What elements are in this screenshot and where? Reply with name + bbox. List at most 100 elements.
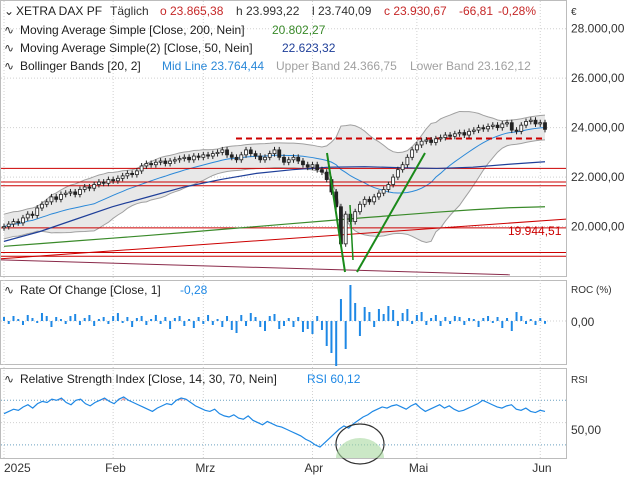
candle-body [73, 191, 78, 195]
candle-body [68, 191, 73, 194]
candle-body [467, 130, 471, 136]
roc-bar [344, 321, 347, 349]
bb-legend-label[interactable]: Bollinger Bands [20, 2] [20, 59, 141, 73]
long-term-falling-line [0, 259, 511, 276]
candle-body [481, 127, 486, 130]
roc-bar [45, 316, 48, 321]
candle-body [272, 149, 277, 155]
candle-body [97, 181, 101, 185]
candle-body [310, 164, 315, 168]
candle-body [462, 132, 467, 136]
roc-legend-label[interactable]: Rate Of Change [Close, 1] [20, 283, 161, 297]
candle-body [78, 189, 82, 195]
roc-bar [88, 315, 91, 321]
candle-body [87, 186, 92, 189]
candle-body [6, 223, 11, 227]
roc-bar [93, 321, 96, 326]
roc-bar [131, 321, 134, 327]
candle-body [248, 149, 253, 155]
roc-bar [145, 321, 148, 325]
ma200-line-icon: ∿ [4, 23, 14, 37]
x-tick-label: Mai [409, 461, 428, 475]
candle-body [509, 122, 514, 131]
roc-bar [472, 319, 475, 321]
roc-zero-tick: 0,00 [571, 315, 595, 329]
candle-body [168, 160, 172, 164]
ma50-legend-label[interactable]: Moving Average Simple(2) [Close, 50, Nei… [20, 41, 253, 55]
roc-bar [273, 314, 276, 321]
roc-bar [301, 321, 304, 332]
price-panel-frame [0, 0, 567, 277]
candle-body [191, 155, 196, 161]
candle-body [196, 155, 201, 158]
trend-lines [326, 152, 426, 273]
roc-bar [510, 321, 513, 331]
roc-bar [69, 316, 72, 321]
roc-bar [12, 316, 15, 321]
candle-body [206, 154, 210, 157]
candle-body [362, 198, 367, 205]
currency-symbol: € [571, 7, 577, 18]
candle-body [267, 153, 272, 158]
roc-bar [188, 319, 191, 321]
roc-bar [26, 315, 29, 321]
collapse-chevron-icon[interactable]: ⌄ [4, 4, 14, 18]
roc-bar [529, 319, 532, 321]
candle-body [187, 156, 191, 161]
roc-bar [363, 307, 366, 321]
roc-bar [401, 313, 404, 321]
rsi-circle-fill [336, 438, 384, 458]
x-tick-label: Jun [532, 461, 551, 475]
roc-bar [97, 319, 100, 321]
candle-body [2, 226, 6, 229]
roc-bar [249, 313, 252, 321]
roc-bar [169, 321, 172, 329]
roc-bar [159, 321, 162, 324]
candle-body [543, 122, 547, 130]
roc-bar [349, 285, 352, 321]
roc-bars [1, 285, 566, 366]
roc-bar [268, 316, 271, 321]
candle-body [320, 169, 324, 173]
roc-bar [31, 318, 34, 321]
roc-bar [59, 319, 62, 321]
roc-bar [306, 321, 309, 329]
candle-body [149, 163, 154, 166]
roc-bar [406, 309, 409, 321]
roc-bar [311, 321, 314, 334]
x-tick-label: 2025 [4, 461, 31, 475]
roc-bar [382, 314, 385, 321]
candle-body [377, 192, 381, 198]
roc-bar [7, 321, 10, 324]
candle-body [253, 153, 258, 157]
candle-body [405, 156, 410, 166]
candle-body [234, 156, 239, 161]
symbol-name[interactable]: XETRA DAX PF [16, 4, 102, 18]
roc-bar [297, 317, 300, 321]
candle-body [172, 159, 177, 162]
roc-bar [107, 321, 110, 324]
bb-lower-value: Lower Band 23.162,12 [410, 59, 531, 73]
roc-bar [325, 321, 328, 346]
rsi-line-icon: ∿ [4, 372, 14, 386]
roc-bar [254, 317, 257, 321]
candle-body [40, 203, 44, 209]
rsi-legend-label[interactable]: Relative Strength Index [Close, 14, 30, … [20, 372, 277, 386]
candle-body [324, 171, 329, 180]
roc-bar [3, 317, 5, 321]
roc-bar [202, 321, 205, 324]
roc-bar [55, 317, 58, 321]
roc-bar [430, 318, 433, 321]
roc-panel-frame [0, 280, 567, 365]
roc-bar [377, 309, 380, 321]
candle-body [229, 154, 234, 158]
roc-bar [259, 321, 262, 327]
y-tick-label: 26.000,00 [571, 71, 625, 85]
down-trendline [326, 152, 346, 273]
ma200-legend-label[interactable]: Moving Average Simple [Close, 200, Nein] [20, 23, 245, 37]
roc-bar [335, 321, 338, 366]
up-trendline [356, 152, 426, 273]
roc-bar [491, 321, 494, 323]
ma50-legend-value: 22.623,32 [282, 41, 336, 55]
candle-body [225, 149, 229, 156]
